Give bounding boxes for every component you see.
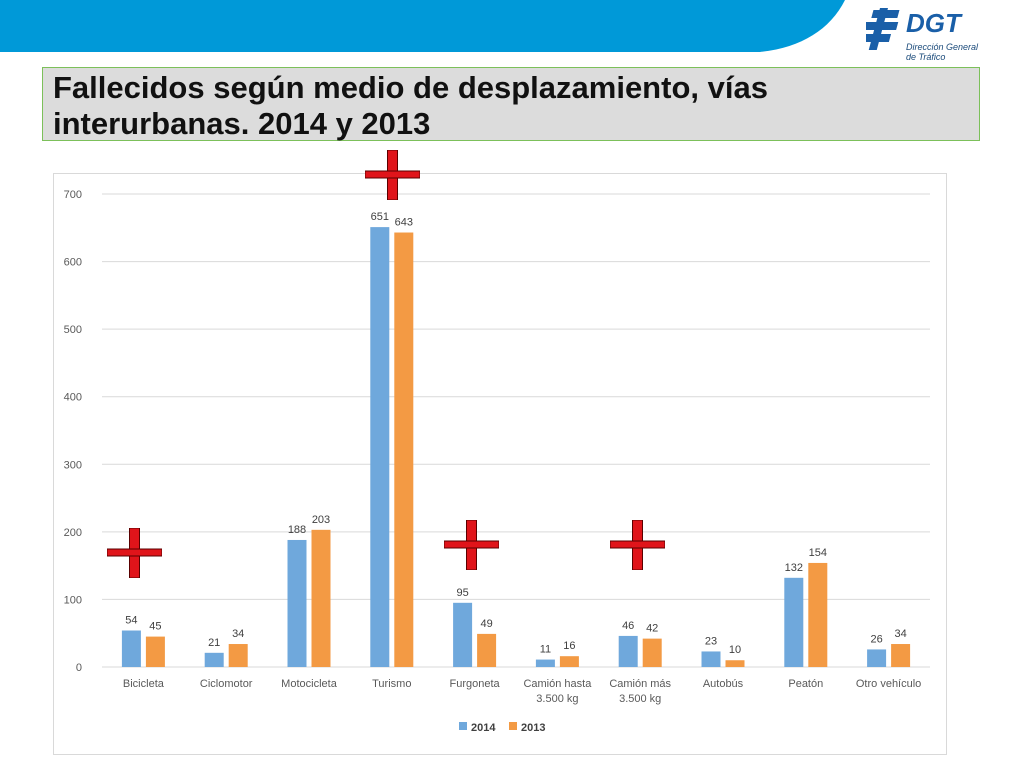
data-label: 34 — [894, 628, 906, 640]
bar-2014 — [453, 602, 473, 667]
banner-shape — [0, 0, 845, 52]
y-tick-label: 300 — [64, 459, 82, 471]
logo-subtitle-line1: Dirección General — [906, 42, 979, 52]
logo-subtitle: Dirección General de Tráfico — [906, 42, 996, 62]
data-label: 23 — [705, 635, 717, 647]
logo-subtitle-line2: de Tráfico — [906, 52, 946, 62]
red-cross-icon — [444, 520, 500, 570]
data-label: 16 — [563, 640, 575, 652]
y-tick-label: 200 — [64, 527, 82, 539]
cross-horizontal — [444, 540, 500, 549]
bar-2013 — [311, 529, 331, 667]
data-label: 203 — [312, 514, 330, 526]
bar-2013 — [642, 638, 662, 667]
red-cross-icon — [365, 150, 421, 200]
bar-2014 — [701, 651, 721, 667]
data-label: 10 — [729, 644, 741, 656]
data-label: 46 — [622, 620, 634, 632]
y-tick-label: 500 — [64, 324, 82, 336]
x-tick-label: 3.500 kg — [619, 693, 661, 705]
x-tick-label: Ciclomotor — [200, 678, 253, 690]
cross-horizontal — [106, 548, 162, 557]
bar-2013 — [228, 644, 248, 667]
legend-swatch-2014 — [459, 722, 467, 730]
top-banner — [0, 0, 845, 52]
bar-2014 — [618, 635, 638, 667]
title-box: Fallecidos según medio de desplazamiento… — [42, 67, 980, 141]
bar-chart: 0 100 200 300 400 500 600 700 54 45 Bicicleta 21 34 C… — [64, 189, 930, 734]
legend-label: 2013 — [521, 722, 545, 734]
data-label: 26 — [870, 633, 882, 645]
dgt-logo-icon — [866, 8, 900, 50]
x-tick-label: 3.500 kg — [536, 693, 578, 705]
red-cross-icon — [106, 528, 162, 578]
y-tick-label: 400 — [64, 392, 82, 404]
bar-2014 — [867, 649, 887, 667]
cross-horizontal — [365, 170, 421, 179]
bar-2013 — [559, 656, 579, 667]
y-tick-label: 100 — [64, 594, 82, 606]
logo-text: DGT — [906, 8, 961, 38]
bar-2014 — [370, 227, 390, 668]
bar-2014 — [784, 577, 804, 667]
data-label: 45 — [149, 621, 161, 633]
x-tick-label: Furgoneta — [450, 678, 501, 690]
x-tick-label: Turismo — [372, 678, 411, 690]
page-title: Fallecidos según medio de desplazamiento… — [53, 70, 768, 141]
data-label: 95 — [456, 587, 468, 599]
data-label: 34 — [232, 628, 244, 640]
x-tick-label: Motocicleta — [281, 678, 338, 690]
bar-2013 — [725, 660, 745, 667]
bar-2013 — [477, 633, 497, 667]
data-label: 49 — [480, 618, 492, 630]
data-label: 132 — [785, 562, 803, 574]
data-label: 643 — [395, 217, 413, 229]
data-label: 42 — [646, 623, 658, 635]
bar-2014 — [535, 659, 555, 667]
dgt-logo: DGT Dirección General de Tráfico — [866, 8, 996, 64]
y-tick-label: 700 — [64, 189, 82, 201]
y-tick-label: 0 — [76, 662, 82, 674]
x-tick-label: Camión hasta — [523, 678, 592, 690]
bar-2013 — [891, 644, 911, 667]
red-cross-icon — [609, 520, 665, 570]
bar-2013 — [394, 232, 414, 667]
data-label: 154 — [809, 547, 827, 559]
data-label: 21 — [208, 637, 220, 649]
x-tick-label: Otro vehículo — [856, 678, 921, 690]
data-label: 54 — [125, 615, 137, 627]
x-tick-label: Autobús — [703, 678, 744, 690]
x-tick-label: Peatón — [788, 678, 823, 690]
y-tick-label: 600 — [64, 257, 82, 269]
data-label: 11 — [540, 644, 551, 656]
cross-horizontal — [609, 540, 665, 549]
x-tick-label: Bicicleta — [123, 678, 165, 690]
bar-2013 — [808, 562, 828, 667]
legend-label: 2014 — [471, 722, 496, 734]
legend-swatch-2013 — [509, 722, 517, 730]
data-label: 651 — [371, 211, 389, 223]
x-tick-label: Camión más — [609, 678, 671, 690]
data-label: 188 — [288, 524, 306, 536]
bar-2014 — [204, 652, 224, 667]
bar-2013 — [145, 636, 165, 667]
bar-2014 — [121, 630, 141, 667]
bar-2014 — [287, 539, 307, 667]
chart-frame: 0 100 200 300 400 500 600 700 54 45 Bicicleta 21 34 C… — [53, 173, 947, 755]
